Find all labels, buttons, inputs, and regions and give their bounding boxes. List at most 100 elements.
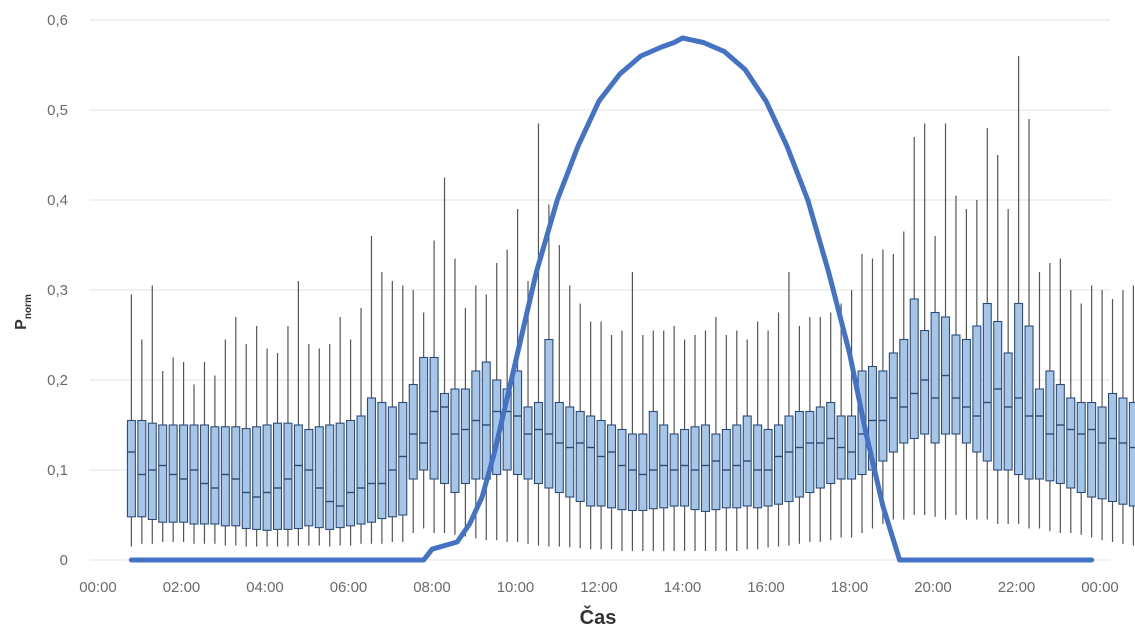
box xyxy=(847,415,857,480)
box xyxy=(429,356,439,480)
box-plot xyxy=(1055,258,1065,533)
box xyxy=(450,388,460,494)
box-plot xyxy=(899,231,909,520)
box xyxy=(460,388,470,485)
box xyxy=(366,397,376,523)
box xyxy=(753,424,763,509)
box xyxy=(774,424,784,505)
box xyxy=(617,428,627,511)
box xyxy=(711,433,721,511)
box-plot xyxy=(878,249,888,524)
box xyxy=(158,424,168,523)
box xyxy=(627,433,637,512)
x-tick-label: 02:00 xyxy=(163,579,201,596)
box-plot xyxy=(700,330,710,551)
box xyxy=(826,401,836,485)
box-plot xyxy=(419,312,429,529)
box-plot xyxy=(690,335,700,551)
box-plot xyxy=(481,294,491,541)
box-plot xyxy=(346,339,356,546)
box-plot xyxy=(721,335,731,551)
box-plot xyxy=(867,258,877,529)
box-plot xyxy=(262,348,272,547)
box-plot xyxy=(951,195,961,515)
x-tick-label: 08:00 xyxy=(413,579,451,596)
box-plot xyxy=(533,123,543,546)
box-plot xyxy=(659,330,669,551)
box xyxy=(596,419,606,507)
box xyxy=(920,329,930,435)
box-plot xyxy=(126,294,136,547)
box-plot xyxy=(387,281,397,542)
box xyxy=(1128,401,1135,507)
box xyxy=(325,424,335,530)
box-plot xyxy=(972,200,982,520)
box xyxy=(1087,401,1097,498)
box xyxy=(168,424,178,523)
x-tick-label: 18:00 xyxy=(831,579,869,596)
box xyxy=(565,406,575,498)
box xyxy=(1066,397,1076,489)
box xyxy=(1045,370,1055,482)
box-plot xyxy=(941,123,951,520)
box xyxy=(732,424,742,509)
box xyxy=(607,424,617,509)
y-tick-label: 0,5 xyxy=(47,102,68,119)
box-plot xyxy=(293,281,303,546)
box-plot xyxy=(774,312,784,547)
box-plot xyxy=(1014,56,1024,524)
box xyxy=(554,401,564,494)
box xyxy=(346,419,356,527)
x-tick-labels: 00:00 02:00 04:00 06:00 08:00 10:00 12:00 14:00… xyxy=(79,579,1119,596)
box xyxy=(189,424,199,525)
box xyxy=(471,370,481,480)
box-plot xyxy=(283,326,293,547)
box xyxy=(387,406,397,518)
box-plot xyxy=(920,123,930,515)
series-line xyxy=(128,35,1095,563)
box xyxy=(648,410,658,510)
box-plot xyxy=(273,353,283,547)
box xyxy=(993,320,1003,471)
box-plot xyxy=(961,209,971,520)
x-axis-title: Čas xyxy=(580,605,617,629)
box xyxy=(951,334,961,435)
box-plot xyxy=(199,362,209,544)
box-plot xyxy=(398,285,408,542)
box-plot xyxy=(753,321,763,550)
box-plot xyxy=(607,335,617,550)
box xyxy=(241,428,251,530)
box xyxy=(878,370,888,462)
box xyxy=(147,422,157,521)
box-plot xyxy=(440,177,450,533)
box xyxy=(763,428,773,507)
box-plot xyxy=(147,285,157,544)
box xyxy=(419,356,429,471)
x-tick-label: 12:00 xyxy=(580,579,618,596)
box xyxy=(408,383,418,480)
box-plot xyxy=(1097,290,1107,541)
box-plot xyxy=(826,312,836,541)
box xyxy=(314,426,324,529)
box-plot xyxy=(586,321,596,550)
box xyxy=(137,419,147,518)
box xyxy=(638,433,648,512)
box xyxy=(899,338,909,444)
box-plot xyxy=(1087,285,1097,538)
box xyxy=(398,401,408,516)
y-tick-label: 0 xyxy=(60,552,68,569)
box xyxy=(533,401,543,485)
box-plot xyxy=(554,245,564,547)
box-plot xyxy=(179,362,189,542)
box xyxy=(909,298,919,440)
x-tick-label: 22:00 xyxy=(998,579,1036,596)
box-plot xyxy=(982,128,992,520)
box-plot xyxy=(137,339,147,544)
y-tick-label: 0,4 xyxy=(47,192,68,209)
y-tick-label: 0,1 xyxy=(47,462,68,479)
box xyxy=(231,426,241,527)
box-plots xyxy=(126,56,1135,551)
box-plot xyxy=(930,236,940,517)
box-plot xyxy=(231,317,241,546)
